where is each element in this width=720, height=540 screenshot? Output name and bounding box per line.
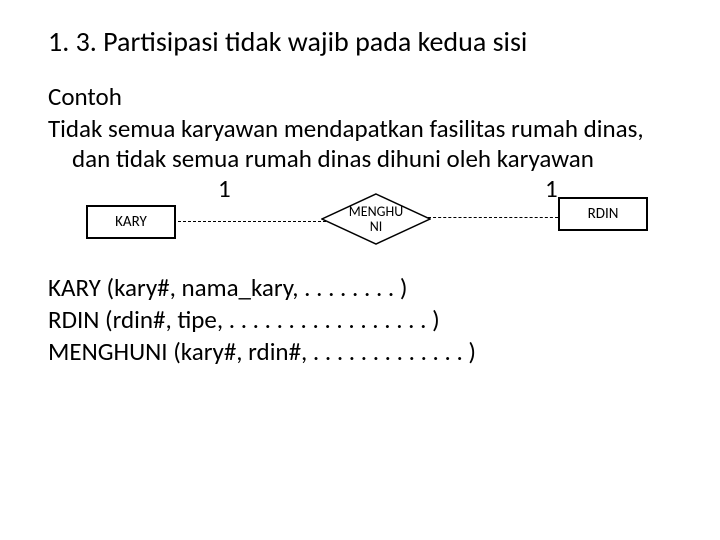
connector-left: [178, 221, 326, 222]
schema-line-3: MENGHUNI (kary#, rdin#, . . . . . . . . …: [48, 336, 672, 368]
schema-line-1: KARY (kary#, nama_kary, . . . . . . . . …: [48, 272, 672, 304]
example-heading: Contoh: [48, 81, 672, 112]
schema-block: KARY (kary#, nama_kary, . . . . . . . . …: [48, 272, 672, 368]
slide-title: 1. 3. Partisipasi tidak wajib pada kedua…: [48, 24, 672, 59]
relationship-label: MENGHUNI: [321, 193, 431, 245]
connector-right: [428, 217, 558, 218]
er-diagram: 1 1 KARY MENGHUNI RDIN: [48, 171, 672, 266]
relationship-diamond: MENGHUNI: [321, 193, 431, 245]
entity-left-label: KARY: [115, 213, 147, 231]
cardinality-left: 1: [218, 173, 231, 204]
entity-right-label: RDIN: [588, 205, 619, 223]
cardinality-right: 1: [545, 173, 558, 204]
entity-left-box: KARY: [86, 205, 176, 239]
example-body: Tidak semua karyawan mendapatkan fasilit…: [48, 114, 672, 173]
schema-line-2: RDIN (rdin#, tipe, . . . . . . . . . . .…: [48, 304, 672, 336]
entity-right-box: RDIN: [558, 197, 648, 231]
